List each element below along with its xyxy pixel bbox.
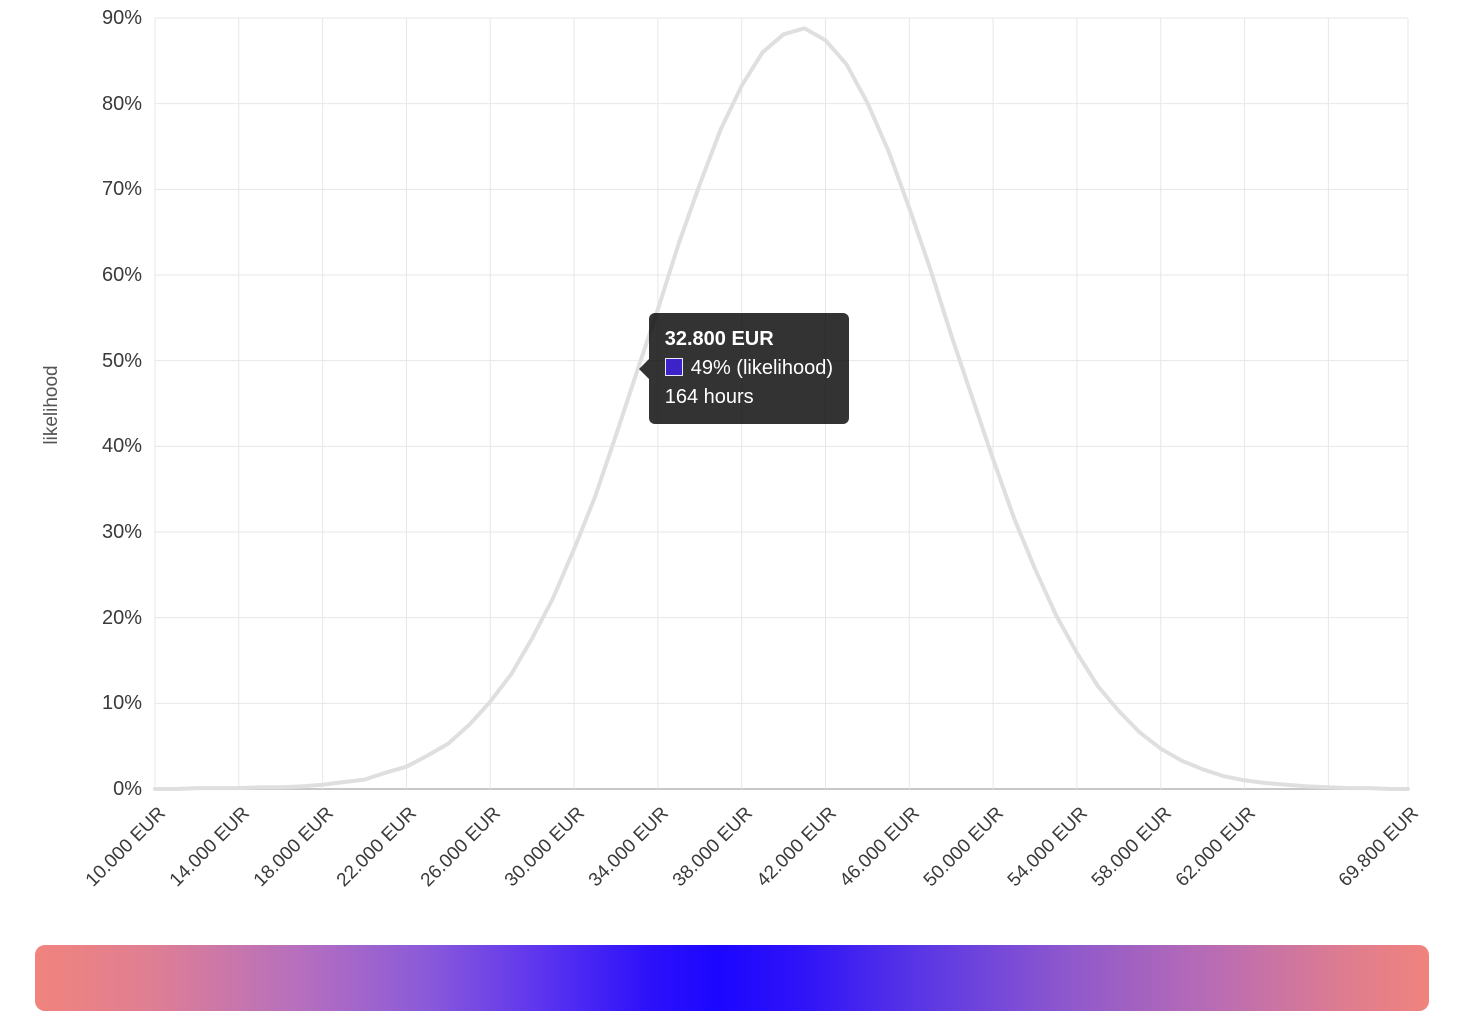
- tooltip-arrow-icon: [638, 359, 649, 380]
- tooltip: 32.800 EUR 49% (likelihood) 164 hours: [638, 313, 850, 425]
- likelihood-curve: [153, 26, 1410, 791]
- tooltip-value: 49% (likelihood): [690, 357, 834, 380]
- y-tick-label: 50%: [101, 349, 142, 372]
- y-tick-label: 20%: [101, 606, 142, 629]
- tooltip-title: 32.800 EUR: [664, 328, 774, 351]
- y-tick-label: 40%: [101, 435, 142, 458]
- y-tick-label: 80%: [101, 92, 142, 115]
- plot-area[interactable]: [153, 17, 1410, 791]
- y-tick-label: 0%: [113, 778, 142, 800]
- tooltip-hours: 164 hours: [664, 386, 754, 409]
- y-tick-label: 70%: [101, 178, 142, 201]
- gradient-legend-bar: [35, 945, 1429, 1011]
- tooltip-value-line: 49% (likelihood): [664, 354, 834, 383]
- y-axis-title: likelihood: [41, 365, 62, 445]
- x-tick-label: 69.800 EUR: [1334, 803, 1423, 892]
- y-tick-label: 60%: [101, 264, 142, 286]
- series-color-swatch: [664, 358, 683, 377]
- y-tick-label: 30%: [101, 521, 142, 543]
- y-tick-label: 10%: [101, 692, 142, 715]
- y-tick-label: 90%: [101, 7, 142, 29]
